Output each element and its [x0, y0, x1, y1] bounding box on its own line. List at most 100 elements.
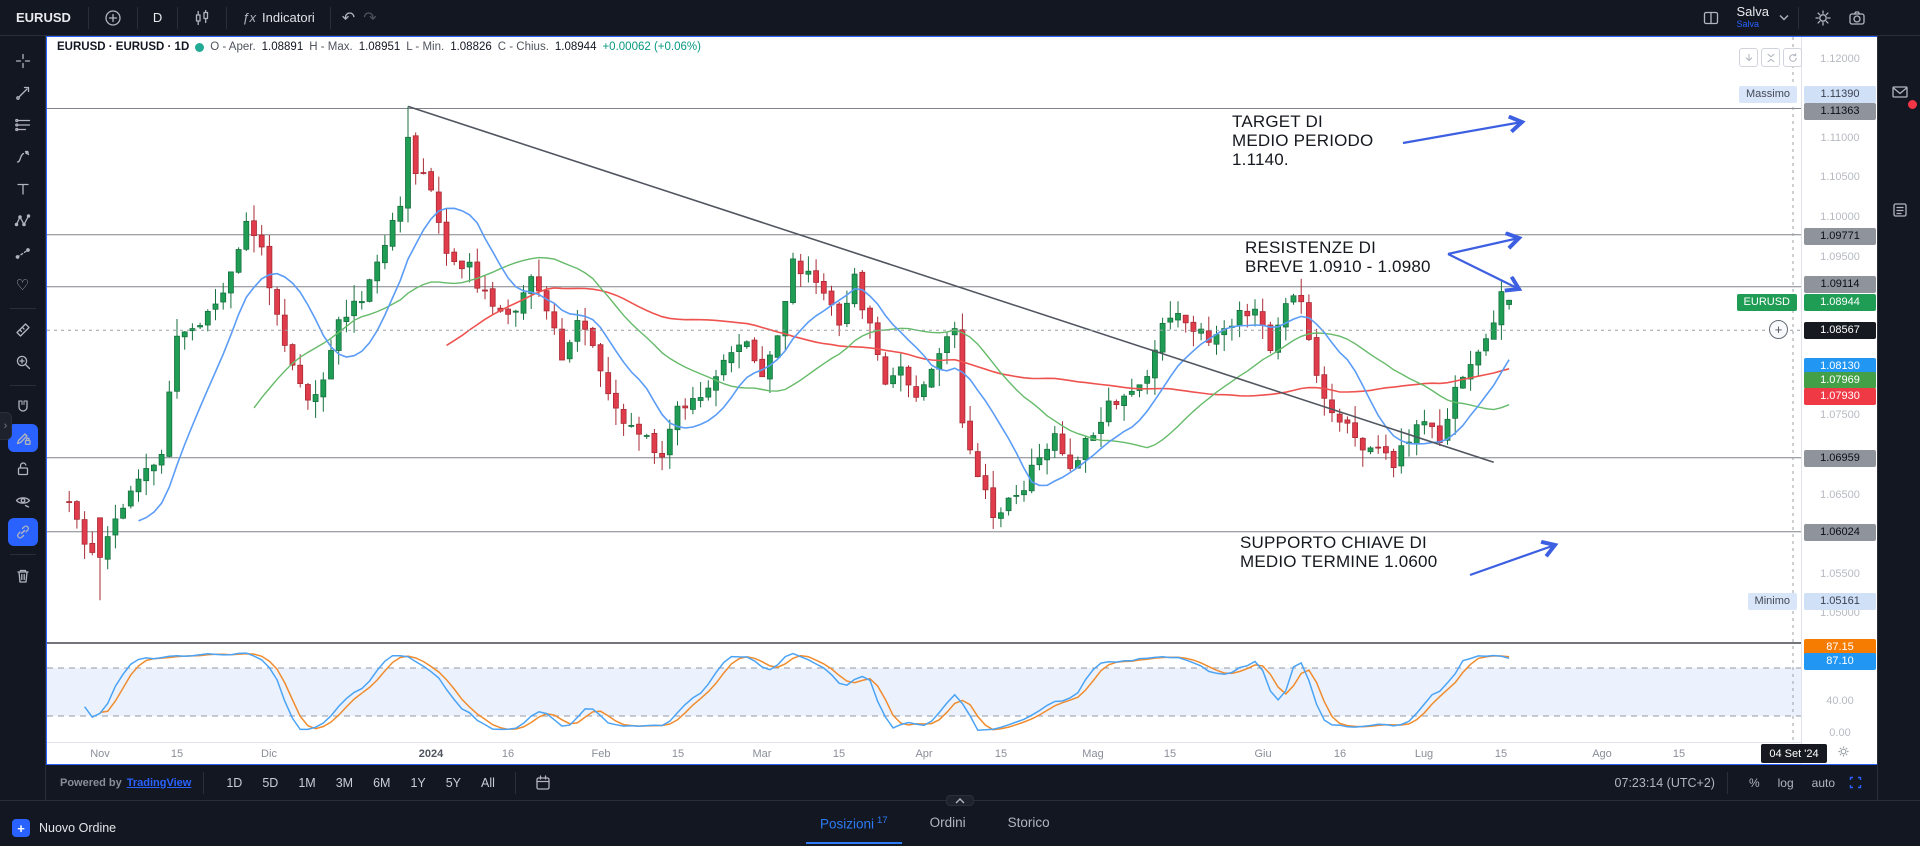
magnet-tool-button[interactable]	[6, 392, 40, 422]
save-button[interactable]: Salva Salva	[1728, 4, 1777, 32]
ruler-tool-button[interactable]	[6, 315, 40, 345]
range-button-5y[interactable]: 5Y	[445, 775, 462, 790]
chart-corner-buttons	[1739, 48, 1802, 67]
trash-tool-button[interactable]	[6, 561, 40, 591]
compare-add-button[interactable]	[96, 4, 130, 32]
link-drawings-tool-button[interactable]	[7, 518, 38, 546]
price-label-chip: 1.11390	[1804, 85, 1876, 103]
range-button-5d[interactable]: 5D	[262, 775, 279, 790]
range-button-1d[interactable]: 1D	[226, 775, 243, 790]
toolbar-divider	[1726, 771, 1728, 794]
layout-button[interactable]	[1694, 4, 1728, 32]
annotation-target[interactable]: TARGET DI MEDIO PERIODO 1.1140.	[1232, 112, 1374, 169]
news-button[interactable]	[1886, 196, 1914, 224]
xabcd-pattern-icon	[14, 212, 32, 230]
axis-settings-gear-icon[interactable]	[1837, 745, 1850, 758]
hide-drawings-tool-button[interactable]	[6, 486, 40, 516]
price-axis[interactable]: 1.12000 1.11000 1.10500 1.10000 1.09500 1.075…	[1801, 37, 1877, 764]
stoch-value-chip: 87.10	[1804, 652, 1876, 670]
clock-label[interactable]: 07:23:14 (UTC+2)	[1614, 775, 1715, 790]
price-label-chip: 1.08944	[1804, 293, 1876, 311]
time-axis-label: 15	[1672, 748, 1686, 760]
redo-button[interactable]: ↷	[363, 9, 377, 27]
toolbar-divider	[136, 6, 138, 29]
save-menu-button[interactable]	[1777, 4, 1791, 32]
indicators-button[interactable]: ƒx Indicatori	[234, 4, 322, 32]
brush-tool-button[interactable]	[6, 142, 40, 172]
tab-storico[interactable]: Storico	[1007, 815, 1050, 830]
tradingview-link[interactable]: TradingView	[126, 776, 192, 789]
tab-ordini[interactable]: Ordini	[929, 815, 966, 830]
draw-lock-icon	[14, 429, 32, 447]
snapshot-button[interactable]	[1840, 4, 1874, 32]
emoji-heart-tool-button[interactable]: ♡	[6, 270, 40, 300]
percent-scale-button[interactable]: %	[1748, 775, 1760, 790]
symbol-button[interactable]: EURUSD	[16, 10, 71, 25]
chart-style-button[interactable]	[185, 4, 219, 32]
fit-brackets-icon[interactable]	[1848, 775, 1863, 790]
fib-retracement-tool-button[interactable]	[6, 110, 40, 140]
right-sidebar	[1877, 36, 1920, 800]
text-tool-icon	[14, 180, 32, 198]
draw-lock-tool-button[interactable]	[7, 424, 38, 452]
legend-title[interactable]: EURUSD · EURUSD · 1D	[57, 41, 190, 53]
go-to-date-button[interactable]	[526, 769, 560, 797]
time-axis-label: Giu	[1254, 748, 1272, 760]
link-drawings-icon	[14, 523, 32, 541]
envelope-icon	[1891, 83, 1909, 101]
log-scale-button[interactable]: log	[1777, 775, 1794, 790]
toolbar-divider	[177, 6, 179, 29]
legend-close-value: 1.08944	[554, 41, 597, 53]
new-order-button[interactable]: + Nuovo Ordine	[12, 819, 116, 837]
auto-scale-button[interactable]: auto	[1811, 775, 1835, 790]
panel-tabs: Posizioni 17 Ordini Storico	[806, 815, 1050, 844]
annotation-resistance[interactable]: RESISTENZE DI BREVE 1.0910 - 1.0980	[1245, 238, 1431, 276]
time-axis-label: Nov	[90, 748, 110, 760]
add-alert-plus-button[interactable]: +	[1769, 320, 1788, 339]
annotation-support[interactable]: SUPPORTO CHIAVE DI MEDIO TERMINE 1.0600	[1240, 533, 1438, 571]
zoom-in-tool-button[interactable]	[6, 347, 40, 377]
range-button-6m[interactable]: 6M	[373, 775, 391, 790]
trend-line-icon	[14, 84, 32, 102]
toolbar-divider	[9, 385, 36, 386]
chart-widget[interactable]: EURUSD · EURUSD · 1D O - Aper. 1.08891 H…	[46, 36, 1877, 765]
time-axis-label: Mar	[752, 748, 772, 760]
magnet-icon	[14, 398, 32, 416]
range-button-3m[interactable]: 3M	[335, 775, 354, 790]
collapse-pane-button[interactable]	[1761, 48, 1780, 67]
trend-line-tool-button[interactable]	[6, 78, 40, 108]
range-button-all[interactable]: All	[481, 775, 495, 790]
toolbar-divider	[9, 308, 36, 309]
tab-posizioni[interactable]: Posizioni 17	[806, 815, 902, 844]
stoch-value-chip: 87.15	[1804, 638, 1876, 656]
time-axis[interactable]: Nov 15 Dic 2024 16 Feb 15 Mar 15 Apr 15 Mag 15 Giu 16 L…	[47, 742, 1801, 764]
panel-expand-handle[interactable]	[946, 795, 974, 806]
reset-view-button[interactable]	[1783, 48, 1802, 67]
messages-button[interactable]	[1886, 78, 1918, 110]
bottom-toolbar: Powered by TradingView 1D 5D 1M 3M 6M 1Y 5Y All…	[46, 765, 1877, 800]
scroll-to-recent-button[interactable]	[1739, 48, 1758, 67]
watchlist-expand-handle[interactable]: ›	[0, 412, 12, 440]
price-axis-label: 1.05000	[1820, 607, 1860, 619]
chart-settings-button[interactable]	[1806, 4, 1840, 32]
time-axis-label: 15	[832, 748, 846, 760]
interval-button[interactable]: D	[152, 10, 163, 25]
unlock-tool-button[interactable]	[6, 454, 40, 484]
forecast-tool-button[interactable]	[6, 238, 40, 268]
text-tool-tool-button[interactable]	[6, 174, 40, 204]
zoom-in-icon	[14, 353, 32, 371]
ruler-icon	[14, 321, 32, 339]
xabcd-pattern-tool-button[interactable]	[6, 206, 40, 236]
new-order-icon: +	[12, 819, 30, 837]
chevron-up-icon	[955, 797, 965, 804]
toolbar-divider	[203, 771, 205, 794]
undo-button[interactable]: ↶	[341, 9, 356, 27]
price-axis-label: 1.10500	[1820, 171, 1860, 183]
price-chart[interactable]	[47, 37, 1801, 742]
range-button-1y[interactable]: 1Y	[410, 775, 426, 790]
legend-low-value: 1.08826	[450, 41, 492, 53]
toolbar-divider	[87, 6, 89, 29]
crosshair-tool-button[interactable]	[6, 46, 40, 76]
range-button-1m[interactable]: 1M	[298, 775, 316, 790]
